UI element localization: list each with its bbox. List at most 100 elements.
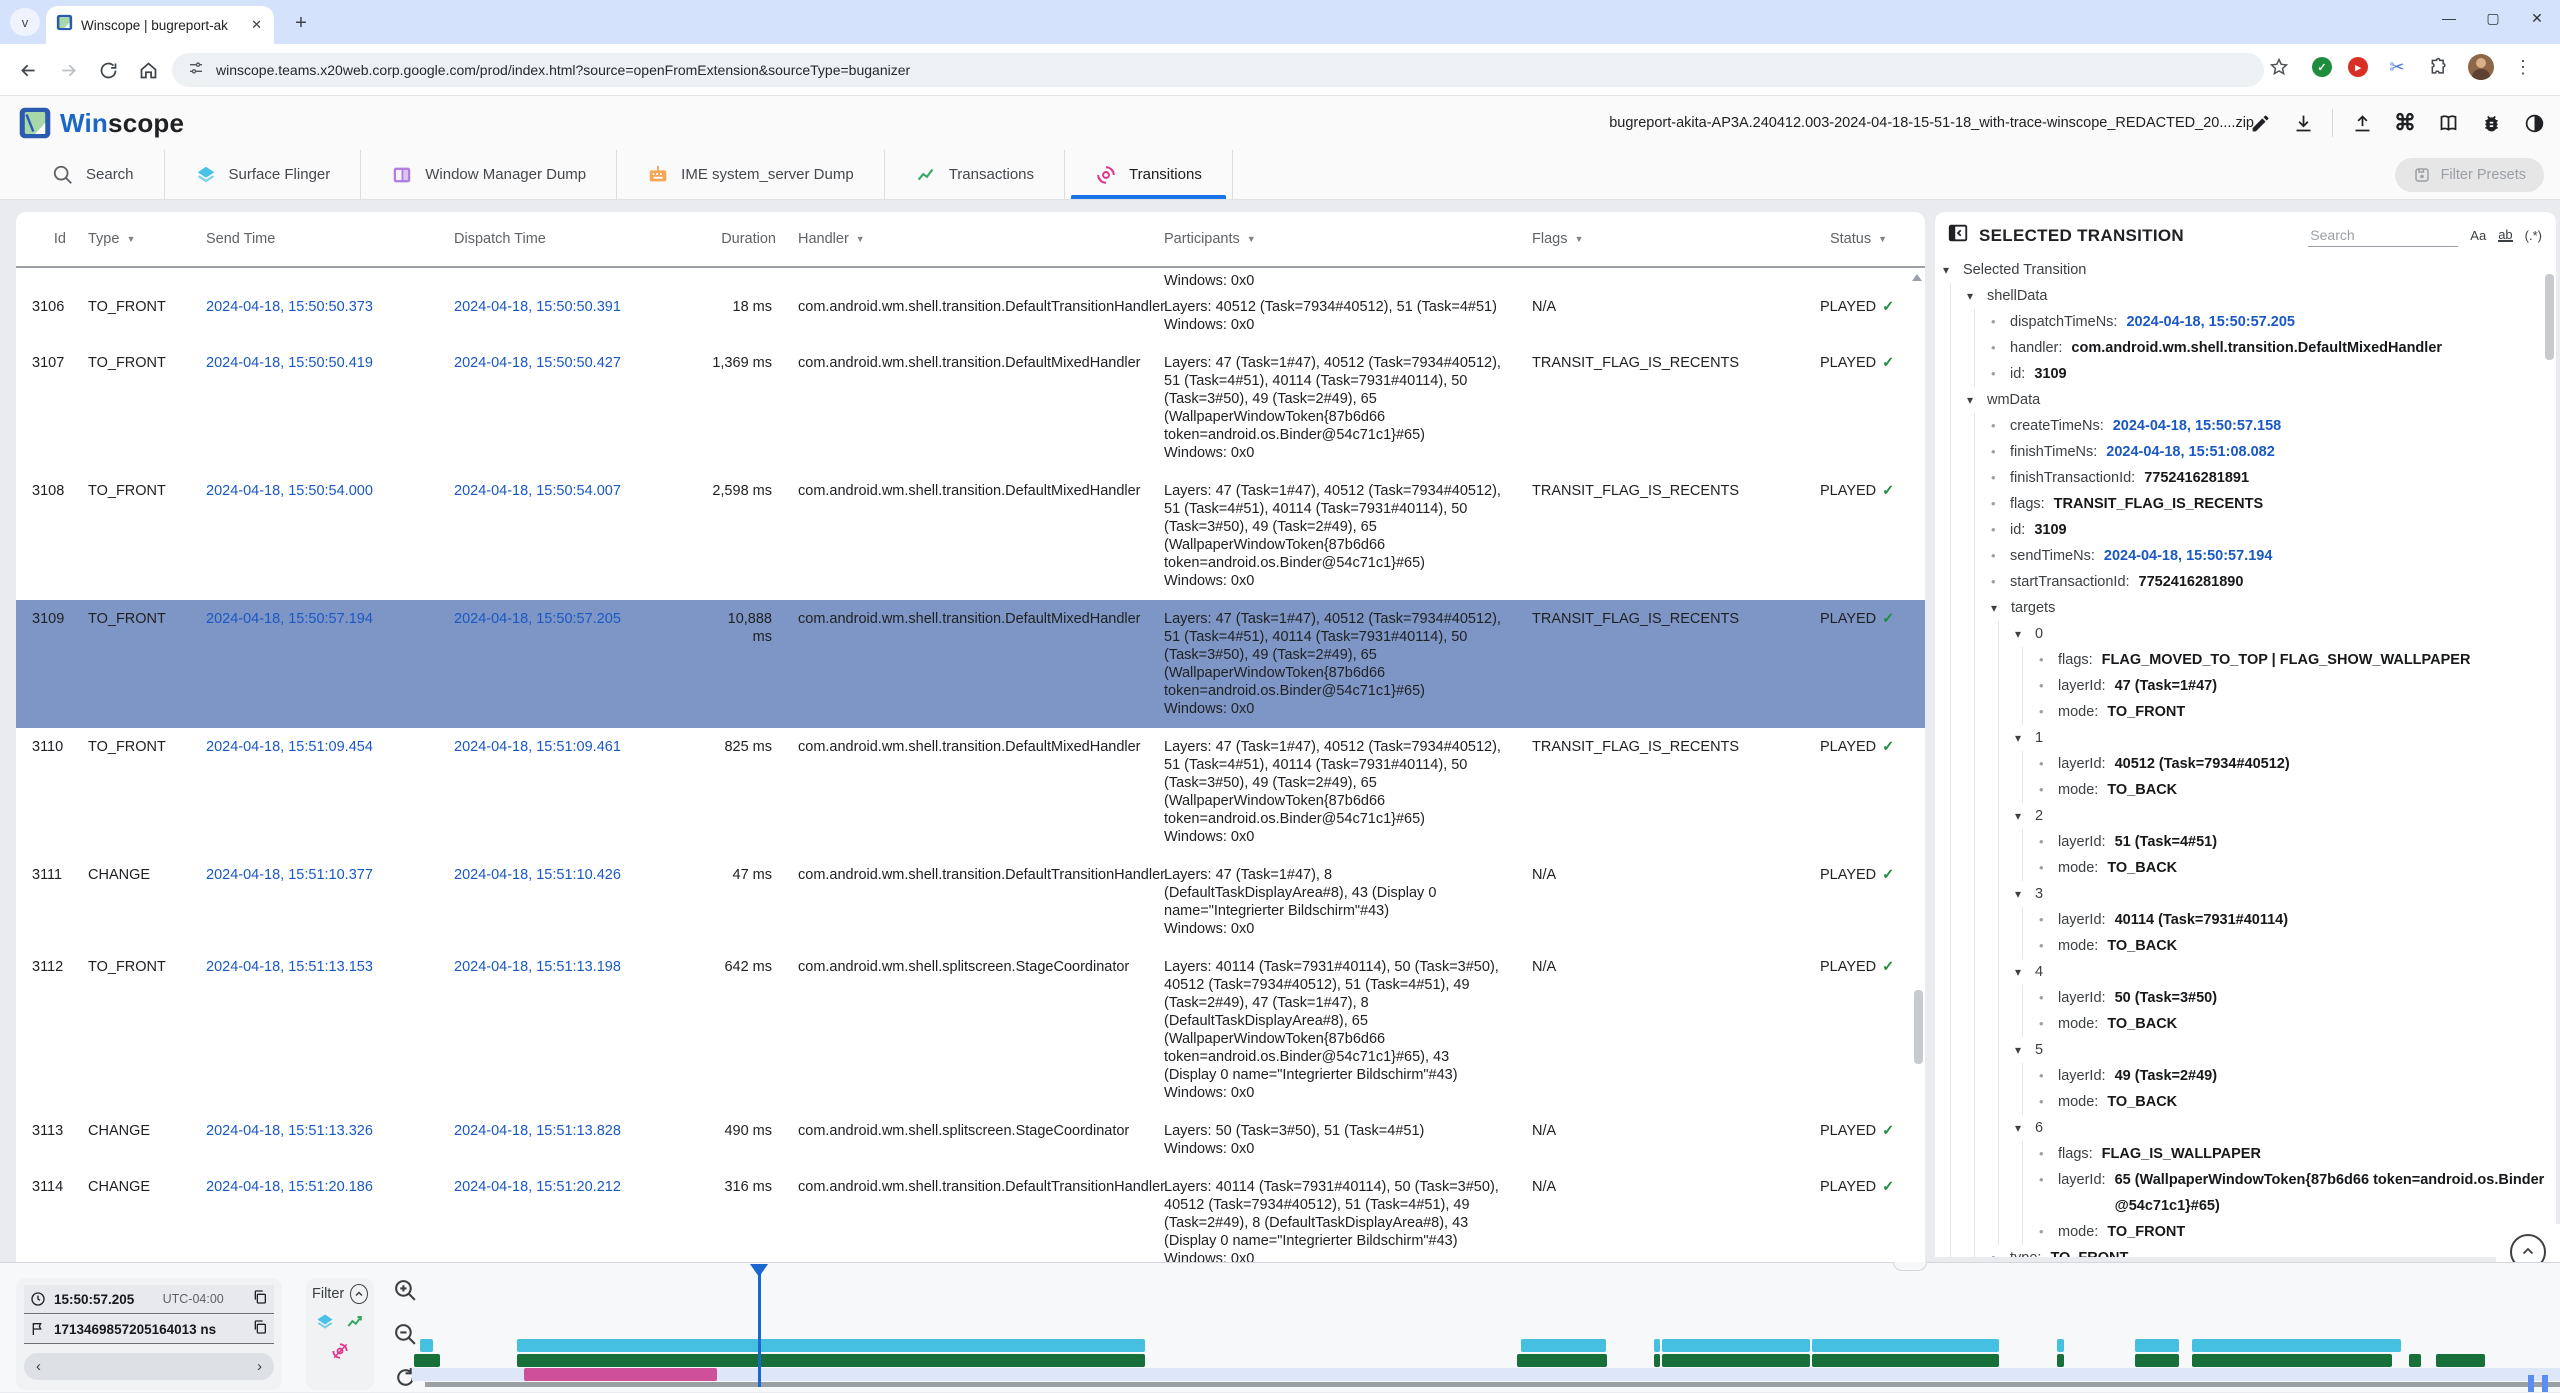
- tree-node-shelldata[interactable]: ▾ shellData: [1967, 283, 2556, 309]
- transition-row-3112[interactable]: 3112 TO_FRONT 2024-04-18, 15:51:13.153 2024…: [16, 948, 1925, 1112]
- reload-icon[interactable]: [94, 56, 122, 84]
- send-time-link[interactable]: 2024-04-18, 15:50:50.373: [206, 299, 373, 315]
- trace-segment-transactions[interactable]: [2436, 1354, 2485, 1367]
- send-time-link[interactable]: 2024-04-18, 15:51:13.326: [206, 1123, 373, 1139]
- transition-row-3114[interactable]: 3114 CHANGE 2024-04-18, 15:51:20.186 2024-0…: [16, 1168, 1925, 1262]
- chevron-down-icon[interactable]: ▾: [1967, 393, 1974, 407]
- dispatch-time-link[interactable]: 2024-04-18, 15:50:50.391: [454, 299, 621, 315]
- trace-segment-transactions[interactable]: [1654, 1354, 1660, 1367]
- tab-close-icon[interactable]: ✕: [251, 17, 262, 32]
- filter-transactions-icon[interactable]: [345, 1312, 365, 1337]
- tree-node-4[interactable]: ▾ 4: [2015, 959, 2556, 985]
- extension-red-icon[interactable]: ▸: [2348, 57, 2368, 77]
- trace-segment-surface_flinger[interactable]: [1654, 1339, 1660, 1352]
- trace-segment-surface_flinger[interactable]: [2135, 1339, 2179, 1352]
- tree-node-1[interactable]: ▾ 1: [2015, 725, 2556, 751]
- filter-dropdown-icon[interactable]: ▼: [126, 234, 136, 244]
- timeline-scrollbar[interactable]: [425, 1382, 2560, 1387]
- transition-row-3110[interactable]: 3110 TO_FRONT 2024-04-18, 15:51:09.454 2024…: [16, 728, 1925, 856]
- forward-icon[interactable]: [54, 56, 82, 84]
- trace-segment-surface_flinger[interactable]: [517, 1339, 1145, 1352]
- column-header-status[interactable]: Status ▼: [1804, 231, 1893, 247]
- back-icon[interactable]: [14, 56, 42, 84]
- send-time-link[interactable]: 2024-04-18, 15:51:20.186: [206, 1179, 373, 1195]
- column-header-flags[interactable]: Flags ▼: [1516, 231, 1804, 247]
- transition-row-3111[interactable]: 3111 CHANGE 2024-04-18, 15:51:10.377 2024-0…: [16, 856, 1925, 948]
- edit-icon[interactable]: [2246, 109, 2274, 137]
- scroll-left-icon[interactable]: ‹: [36, 1358, 41, 1375]
- tree-node-2[interactable]: ▾ 2: [2015, 803, 2556, 829]
- table-scrollbar-up-arrow[interactable]: [1912, 274, 1922, 281]
- trace-segment-surface_flinger[interactable]: [1521, 1339, 1606, 1352]
- documentation-icon[interactable]: [2434, 109, 2462, 137]
- browser-menu-icon[interactable]: ⋮: [2514, 56, 2532, 77]
- tab-ime-system-server-dump[interactable]: IME system_server Dump: [617, 150, 885, 199]
- trace-segment-surface_flinger[interactable]: [2192, 1339, 2401, 1352]
- chevron-down-icon[interactable]: ▾: [2015, 809, 2022, 823]
- send-time-link[interactable]: 2024-04-18, 15:51:09.454: [206, 739, 373, 755]
- send-time-link[interactable]: 2024-04-18, 15:51:10.377: [206, 867, 373, 883]
- trace-segment-transactions[interactable]: [517, 1354, 1145, 1367]
- filter-collapse-icon[interactable]: [350, 1284, 368, 1304]
- trace-segment-transactions[interactable]: [1812, 1354, 1999, 1367]
- column-header-handler[interactable]: Handler ▼: [782, 231, 1148, 247]
- timeline-cursor-handle[interactable]: [750, 1264, 768, 1277]
- trace-segment-surface_flinger[interactable]: [420, 1339, 433, 1352]
- tab-search[interactable]: Search: [22, 150, 165, 199]
- panel-search-input[interactable]: [2308, 224, 2459, 247]
- report-bug-icon[interactable]: [2477, 109, 2505, 137]
- keyboard-shortcuts-icon[interactable]: ⌘: [2394, 110, 2416, 135]
- scrollbar-bookmark[interactable]: [2528, 1375, 2534, 1392]
- send-time-link[interactable]: 2024-04-18, 15:50:57.194: [206, 611, 373, 627]
- trace-segment-transactions[interactable]: [2192, 1354, 2392, 1367]
- filter-dropdown-icon[interactable]: ▼: [1574, 234, 1584, 244]
- trace-segment-transitions[interactable]: [524, 1368, 717, 1381]
- address-bar[interactable]: winscope.teams.x20web.corp.google.com/pr…: [172, 53, 2264, 87]
- chevron-down-icon[interactable]: ▾: [2015, 1043, 2022, 1057]
- tab-surface-flinger[interactable]: Surface Flinger: [165, 150, 362, 199]
- column-header-type[interactable]: Type ▼: [72, 231, 190, 247]
- filter-surfaceflinger-icon[interactable]: [315, 1312, 335, 1337]
- tab-transitions[interactable]: Transitions: [1065, 150, 1233, 199]
- match-word-icon[interactable]: ab: [2498, 227, 2513, 242]
- browser-tab[interactable]: Winscope | bugreport-ak ✕: [46, 6, 274, 44]
- chevron-down-icon[interactable]: ▾: [2015, 731, 2022, 745]
- current-ns-field[interactable]: 1713469857205164013 ns: [24, 1315, 274, 1344]
- timeline-mini-scrollbar[interactable]: ‹ ›: [24, 1353, 274, 1380]
- tree-node-5[interactable]: ▾ 5: [2015, 1037, 2556, 1063]
- window-close-icon[interactable]: ✕: [2531, 10, 2543, 26]
- panel-scrollbar-thumb[interactable]: [2545, 274, 2554, 360]
- timeline-cursor-line[interactable]: [758, 1264, 761, 1387]
- dispatch-time-link[interactable]: 2024-04-18, 15:50:50.427: [454, 355, 621, 371]
- zoom-in-icon[interactable]: [393, 1278, 418, 1303]
- download-icon[interactable]: [2289, 109, 2317, 137]
- transition-row-3106[interactable]: 3106 TO_FRONT 2024-04-18, 15:50:50.373 2024…: [16, 288, 1925, 344]
- chevron-down-icon[interactable]: ▾: [2015, 965, 2022, 979]
- trace-segment-transactions[interactable]: [2409, 1354, 2421, 1367]
- scroll-right-icon[interactable]: ›: [257, 1358, 262, 1375]
- regex-icon[interactable]: (.*): [2524, 228, 2542, 243]
- tab-search-button[interactable]: v: [10, 8, 40, 36]
- send-time-link[interactable]: 2024-04-18, 15:50:54.000: [206, 483, 373, 499]
- current-time-field[interactable]: 15:50:57.205 UTC-04:00: [24, 1285, 274, 1314]
- transition-row-3109[interactable]: 3109 TO_FRONT 2024-04-18, 15:50:57.194 2024…: [16, 600, 1925, 728]
- filter-dropdown-icon[interactable]: ▼: [1246, 234, 1256, 244]
- filter-transitions-icon[interactable]: [330, 1341, 350, 1366]
- tab-window-manager-dump[interactable]: Window Manager Dump: [361, 150, 618, 199]
- chevron-down-icon[interactable]: ▾: [2015, 887, 2022, 901]
- zoom-out-icon[interactable]: [393, 1322, 418, 1347]
- profile-avatar[interactable]: [2468, 54, 2494, 80]
- filter-dropdown-icon[interactable]: ▼: [855, 234, 865, 244]
- home-icon[interactable]: [134, 56, 162, 84]
- bookmark-star-icon[interactable]: [2266, 54, 2292, 80]
- dispatch-time-link[interactable]: 2024-04-18, 15:51:20.212: [454, 1179, 621, 1195]
- upload-icon[interactable]: [2348, 109, 2376, 137]
- trace-segment-transactions[interactable]: [414, 1354, 440, 1367]
- chevron-down-icon[interactable]: ▾: [1967, 289, 1974, 303]
- dispatch-time-link[interactable]: 2024-04-18, 15:51:10.426: [454, 867, 621, 883]
- tree-node-selected-transition[interactable]: ▾ Selected Transition: [1943, 257, 2556, 283]
- filter-dropdown-icon[interactable]: ▼: [1878, 234, 1887, 244]
- table-scrollbar-thumb[interactable]: [1914, 990, 1923, 1064]
- tree-node-3[interactable]: ▾ 3: [2015, 881, 2556, 907]
- site-settings-icon[interactable]: [188, 60, 204, 81]
